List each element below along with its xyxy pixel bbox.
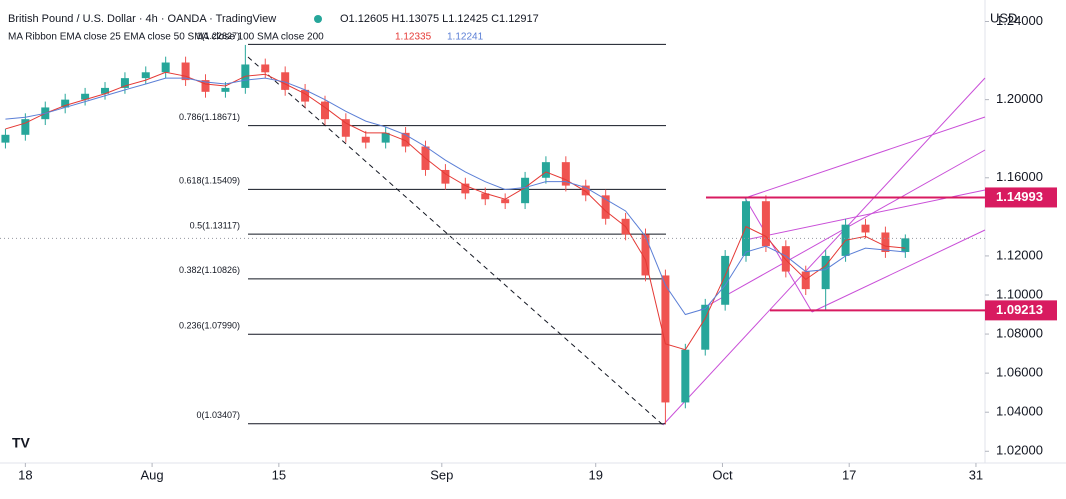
- fib-label: 0.618(1.15409): [179, 176, 240, 186]
- x-tick-label: Aug: [141, 467, 164, 482]
- y-tick-label: 1.02000: [996, 443, 1043, 458]
- candle-body: [561, 162, 570, 186]
- y-tick-label: 1.04000: [996, 404, 1043, 419]
- y-tick-label: 1.10000: [996, 286, 1043, 301]
- candle-body: [521, 177, 530, 204]
- price-tag-label: 1.14993: [996, 189, 1043, 204]
- candle-body: [581, 185, 590, 196]
- fib-label: 1(1.22827): [196, 31, 240, 41]
- candle-body: [281, 72, 290, 90]
- candle-body: [181, 62, 190, 81]
- candle-body: [141, 72, 150, 79]
- moving-average: [5, 77, 906, 316]
- currency: USD: [990, 10, 1017, 25]
- candle-body: [201, 80, 210, 92]
- status-dot: [314, 15, 322, 23]
- candle-body: [61, 99, 70, 108]
- x-tick-label: 15: [272, 467, 286, 482]
- candle-body: [361, 136, 370, 143]
- x-tick-label: Oct: [712, 467, 733, 482]
- candle-body: [681, 349, 690, 403]
- price-tag-label: 1.09213: [996, 302, 1043, 317]
- fib-label: 0.786(1.18671): [179, 112, 240, 122]
- candle-body: [381, 132, 390, 143]
- candle-body: [901, 238, 910, 253]
- candle-body: [341, 119, 350, 137]
- moving-average: [5, 71, 906, 351]
- y-tick-label: 1.20000: [996, 91, 1043, 106]
- candle-body: [221, 87, 230, 92]
- y-tick-label: 1.12000: [996, 247, 1043, 262]
- symbol-title: British Pound / U.S. Dollar · 4h · OANDA…: [8, 13, 276, 25]
- candle-body: [261, 64, 270, 73]
- candle-body: [321, 101, 330, 120]
- x-tick-label: Sep: [430, 467, 453, 482]
- candle-body: [541, 162, 550, 178]
- y-tick-label: 1.08000: [996, 326, 1043, 341]
- candle-body: [881, 232, 890, 253]
- logo: TV: [12, 435, 31, 451]
- candle-body: [721, 255, 730, 305]
- candle-body: [401, 132, 410, 147]
- x-tick-label: 31: [969, 467, 983, 482]
- price-tag: [985, 187, 1057, 208]
- x-tick-label: 19: [588, 467, 602, 482]
- x-tick-label: 18: [18, 467, 32, 482]
- y-tick-label: 1.06000: [996, 365, 1043, 380]
- fib-label: 0.5(1.13117): [190, 220, 240, 230]
- candle-body: [821, 255, 830, 290]
- candle-body: [441, 169, 450, 184]
- candle-body: [641, 234, 650, 276]
- indicator-value: 1.12241: [447, 32, 484, 43]
- candle-body: [101, 87, 110, 94]
- candle-body: [501, 199, 510, 204]
- y-tick-label: 1.16000: [996, 169, 1043, 184]
- candle-body: [741, 201, 750, 256]
- pitchfork: [662, 77, 986, 426]
- candle-body: [601, 195, 610, 219]
- candle-body: [701, 304, 710, 350]
- ohlc-label: O1.12605 H1.13075 L1.12425 C1.12917: [340, 13, 539, 25]
- candle-body: [1, 134, 10, 143]
- candle-body: [301, 89, 310, 102]
- candle-body: [461, 183, 470, 194]
- fib-label: 0.236(1.07990): [179, 321, 240, 331]
- fib-label: 0(1.03407): [196, 410, 240, 420]
- candle-body: [481, 193, 490, 200]
- candle-body: [81, 93, 90, 100]
- candle-body: [161, 62, 170, 73]
- candle-body: [761, 201, 770, 247]
- candle-body: [861, 224, 870, 233]
- candle-body: [21, 119, 30, 135]
- indicator-value: 1.12335: [395, 32, 432, 43]
- candle-body: [781, 246, 790, 272]
- candle-body: [801, 271, 810, 290]
- candle-body: [661, 275, 670, 403]
- price-tag: [985, 300, 1057, 321]
- indicator-label: MA Ribbon EMA close 25 EMA close 50 SMA …: [8, 32, 324, 43]
- fib-trend-line: [247, 56, 664, 426]
- y-tick-label: 1.24000: [996, 13, 1043, 28]
- candle-body: [120, 78, 129, 88]
- fib-label: 0.382(1.10826): [179, 265, 240, 275]
- x-tick-label: 17: [842, 467, 856, 482]
